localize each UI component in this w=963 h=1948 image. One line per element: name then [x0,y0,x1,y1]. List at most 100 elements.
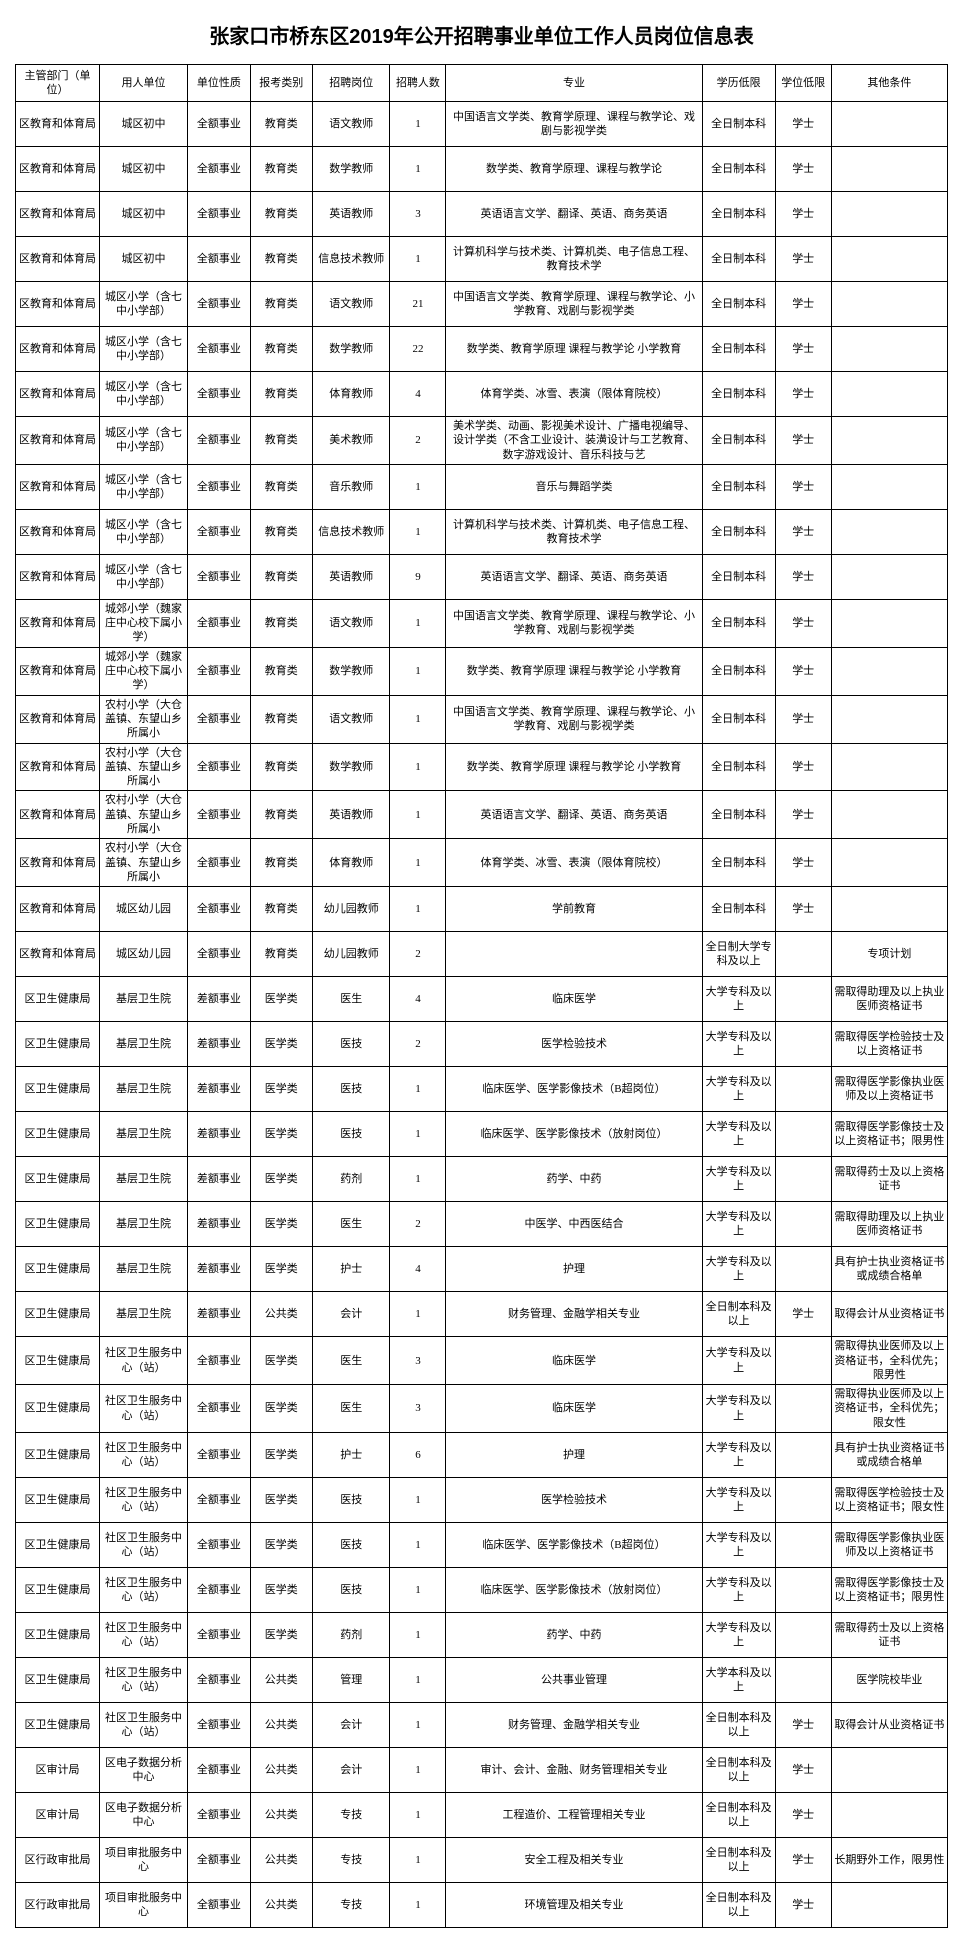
table-cell: 学士 [775,417,831,465]
col-header: 主管部门（单位） [16,65,100,102]
table-row: 区卫生健康局基层卫生院差额事业医学类药剂1药学、中药大学专科及以上需取得药士及以… [16,1157,948,1202]
table-cell: 中医学、中西医结合 [446,1202,702,1247]
table-cell: 英语教师 [312,192,389,237]
table-cell: 体育教师 [312,839,389,887]
table-cell: 需取得药士及以上资格证书 [831,1613,947,1658]
col-header: 用人单位 [99,65,187,102]
table-cell: 全日制本科 [702,647,775,695]
table-cell: 会计 [312,1748,389,1793]
table-cell: 农村小学（大仓盖镇、东望山乡所属小 [99,743,187,791]
table-cell: 医学类 [250,1613,312,1658]
table-cell: 1 [390,1658,446,1703]
table-cell: 全额事业 [188,1838,250,1883]
table-cell: 2 [390,1202,446,1247]
table-cell: 安全工程及相关专业 [446,1838,702,1883]
table-cell [831,1748,947,1793]
table-cell: 学士 [775,1793,831,1838]
table-cell: 教育类 [250,839,312,887]
table-cell: 全额事业 [188,102,250,147]
table-row: 区卫生健康局社区卫生服务中心（站）全额事业医学类医技1医学检验技术大学专科及以上… [16,1478,948,1523]
table-row: 区教育和体育局城区小学（含七中小学部）全额事业教育类英语教师9英语语言文学、翻译… [16,554,948,599]
table-cell: 区教育和体育局 [16,372,100,417]
page-title: 张家口市桥东区2019年公开招聘事业单位工作人员岗位信息表 [15,20,948,49]
table-cell: 区卫生健康局 [16,1658,100,1703]
table-cell: 区审计局 [16,1748,100,1793]
table-cell: 临床医学 [446,977,702,1022]
table-cell: 取得会计从业资格证书 [831,1292,947,1337]
table-cell: 区卫生健康局 [16,1157,100,1202]
table-cell: 药学、中药 [446,1157,702,1202]
table-cell: 临床医学、医学影像技术（放射岗位） [446,1568,702,1613]
table-cell: 公共类 [250,1793,312,1838]
table-cell: 全日制本科及以上 [702,1793,775,1838]
table-row: 区教育和体育局城区小学（含七中小学部）全额事业教育类体育教师4体育学类、冰雪、表… [16,372,948,417]
table-row: 区审计局区电子数据分析中心全额事业公共类会计1审计、会计、金融、财务管理相关专业… [16,1748,948,1793]
table-cell: 全日制本科 [702,743,775,791]
table-cell: 信息技术教师 [312,237,389,282]
table-cell: 社区卫生服务中心（站） [99,1613,187,1658]
table-row: 区教育和体育局城区小学（含七中小学部）全额事业教育类音乐教师1音乐与舞蹈学类全日… [16,464,948,509]
table-cell: 具有护士执业资格证书或成绩合格单 [831,1433,947,1478]
table-cell: 区教育和体育局 [16,464,100,509]
table-cell: 教育类 [250,932,312,977]
table-cell: 社区卫生服务中心（站） [99,1433,187,1478]
table-cell: 临床医学、医学影像技术（放射岗位） [446,1112,702,1157]
table-cell: 社区卫生服务中心（站） [99,1523,187,1568]
table-row: 区卫生健康局基层卫生院差额事业医学类医生4临床医学大学专科及以上需取得助理及以上… [16,977,948,1022]
table-cell: 全额事业 [188,839,250,887]
table-cell: 长期野外工作，限男性 [831,1838,947,1883]
table-cell: 全额事业 [188,1793,250,1838]
table-cell: 教育类 [250,647,312,695]
col-header: 招聘岗位 [312,65,389,102]
table-cell: 基层卫生院 [99,1022,187,1067]
table-cell [831,417,947,465]
table-cell: 学士 [775,327,831,372]
table-cell [775,1478,831,1523]
col-header: 学位低限 [775,65,831,102]
table-cell [831,887,947,932]
table-cell: 城郊小学（魏家庄中心校下属小学） [99,599,187,647]
table-cell: 需取得助理及以上执业医师资格证书 [831,977,947,1022]
table-cell: 医学类 [250,1247,312,1292]
table-cell: 全额事业 [188,1703,250,1748]
table-cell [831,599,947,647]
table-cell: 大学专科及以上 [702,1523,775,1568]
table-cell: 学士 [775,887,831,932]
table-cell [775,932,831,977]
table-cell: 美术教师 [312,417,389,465]
table-cell: 全日制本科 [702,327,775,372]
table-cell: 区教育和体育局 [16,599,100,647]
table-cell: 城郊小学（魏家庄中心校下属小学） [99,647,187,695]
table-cell [775,1022,831,1067]
table-cell: 医学类 [250,1568,312,1613]
table-cell: 护理 [446,1247,702,1292]
table-cell: 会计 [312,1292,389,1337]
table-cell: 城区初中 [99,102,187,147]
table-row: 区卫生健康局基层卫生院差额事业医学类护士4护理大学专科及以上具有护士执业资格证书… [16,1247,948,1292]
table-cell: 社区卫生服务中心（站） [99,1385,187,1433]
table-cell: 全日制本科及以上 [702,1838,775,1883]
table-cell: 审计、会计、金融、财务管理相关专业 [446,1748,702,1793]
table-cell: 学士 [775,1703,831,1748]
table-cell: 全额事业 [188,372,250,417]
table-cell: 医学类 [250,1385,312,1433]
table-row: 区卫生健康局社区卫生服务中心（站）全额事业医学类医技1临床医学、医学影像技术（放… [16,1568,948,1613]
table-cell: 全额事业 [188,192,250,237]
table-cell: 1 [390,839,446,887]
table-cell: 数学教师 [312,647,389,695]
table-cell [831,282,947,327]
table-cell: 计算机科学与技术类、计算机类、电子信息工程、教育技术学 [446,509,702,554]
col-header: 报考类别 [250,65,312,102]
table-cell [775,1067,831,1112]
table-cell: 护士 [312,1433,389,1478]
table-row: 区卫生健康局社区卫生服务中心（站）全额事业医学类医生3临床医学大学专科及以上需取… [16,1337,948,1385]
table-cell: 专技 [312,1883,389,1928]
table-cell: 学士 [775,237,831,282]
table-cell: 取得会计从业资格证书 [831,1703,947,1748]
table-cell: 2 [390,932,446,977]
table-cell: 医学类 [250,1337,312,1385]
table-cell: 全额事业 [188,509,250,554]
table-cell: 教育类 [250,327,312,372]
table-cell: 1 [390,147,446,192]
table-row: 区教育和体育局城郊小学（魏家庄中心校下属小学）全额事业教育类语文教师1中国语言文… [16,599,948,647]
